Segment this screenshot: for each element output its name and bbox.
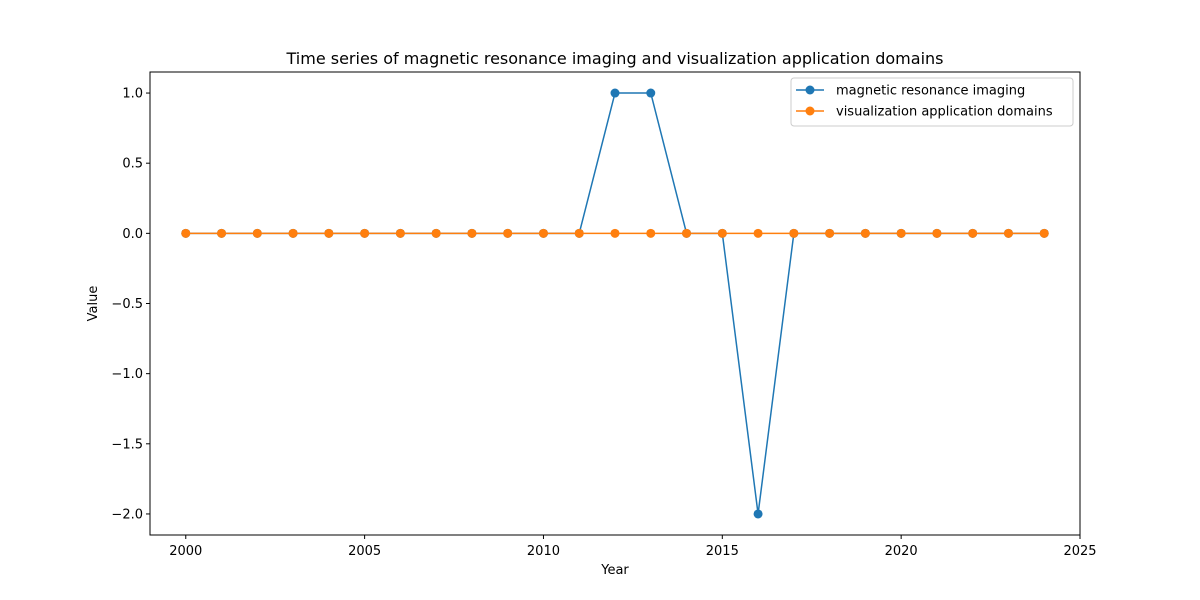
data-point-series-2 [932, 228, 942, 238]
data-point-series-2 [825, 228, 835, 238]
x-tick-label: 2010 [527, 544, 560, 559]
data-point-series-2 [181, 228, 191, 238]
data-point-series-2 [252, 228, 262, 238]
data-point-series-2 [360, 228, 370, 238]
x-axis: 2000 2005 2010 2015 2020 2025 [169, 535, 1097, 559]
x-tick-label: 2015 [706, 544, 739, 559]
y-axis: 1.0 0.5 0.0 −0.5 −1.0 −1.5 −2.0 [111, 87, 150, 522]
data-point-series-2 [574, 228, 584, 238]
data-point-series-1 [753, 509, 763, 519]
legend-label: visualization application domains [836, 105, 1053, 120]
data-point-series-2 [682, 228, 692, 238]
data-point-series-2 [538, 228, 548, 238]
data-point-series-2 [1003, 228, 1013, 238]
data-point-series-2 [395, 228, 405, 238]
data-point-series-2 [753, 228, 763, 238]
data-point-series-2 [217, 228, 227, 238]
data-point-series-2 [968, 228, 978, 238]
data-point-series-2 [717, 228, 727, 238]
data-point-series-2 [646, 228, 656, 238]
data-point-series-2 [860, 228, 870, 238]
legend: magnetic resonance imaging visualization … [790, 77, 1074, 127]
data-point-series-2 [896, 228, 906, 238]
chart-title: Time series of magnetic resonance imagin… [286, 49, 944, 68]
plot-frame [149, 71, 1081, 536]
data-point-series-2 [610, 228, 620, 238]
x-tick-label: 2020 [885, 544, 918, 559]
series-line-1 [185, 92, 1045, 515]
data-point-series-1 [610, 88, 620, 98]
x-tick-label: 2025 [1063, 544, 1096, 559]
x-tick-label: 2005 [348, 544, 381, 559]
plot-area [181, 88, 1049, 519]
data-point-series-2 [288, 228, 298, 238]
data-point-series-2 [324, 228, 334, 238]
y-tick-label: −2.0 [111, 507, 143, 522]
data-point-series-2 [789, 228, 799, 238]
y-tick-label: 0.0 [122, 227, 143, 242]
y-tick-label: −1.5 [111, 437, 143, 452]
y-tick-label: 1.0 [122, 87, 143, 102]
y-axis-title: Value [86, 286, 101, 322]
legend-box [790, 77, 1074, 127]
legend-marker [805, 106, 815, 116]
y-tick-label: 0.5 [122, 157, 143, 172]
x-axis-title: Year [600, 563, 629, 578]
x-tick-label: 2000 [169, 544, 202, 559]
legend-label: magnetic resonance imaging [836, 84, 1025, 99]
y-tick-label: −0.5 [111, 297, 143, 312]
data-point-series-2 [503, 228, 513, 238]
data-point-series-1 [646, 88, 656, 98]
data-point-series-2 [467, 228, 477, 238]
data-point-series-2 [1039, 228, 1049, 238]
y-tick-label: −1.0 [111, 367, 143, 382]
legend-marker [805, 85, 815, 95]
data-point-series-2 [431, 228, 441, 238]
